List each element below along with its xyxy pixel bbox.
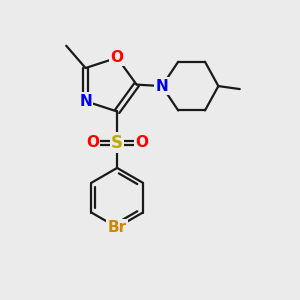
Text: N: N — [79, 94, 92, 109]
Text: O: O — [135, 135, 148, 150]
Text: N: N — [155, 79, 168, 94]
Text: Br: Br — [108, 220, 127, 235]
Text: O: O — [86, 135, 99, 150]
Text: O: O — [111, 50, 124, 65]
Text: S: S — [111, 134, 123, 152]
